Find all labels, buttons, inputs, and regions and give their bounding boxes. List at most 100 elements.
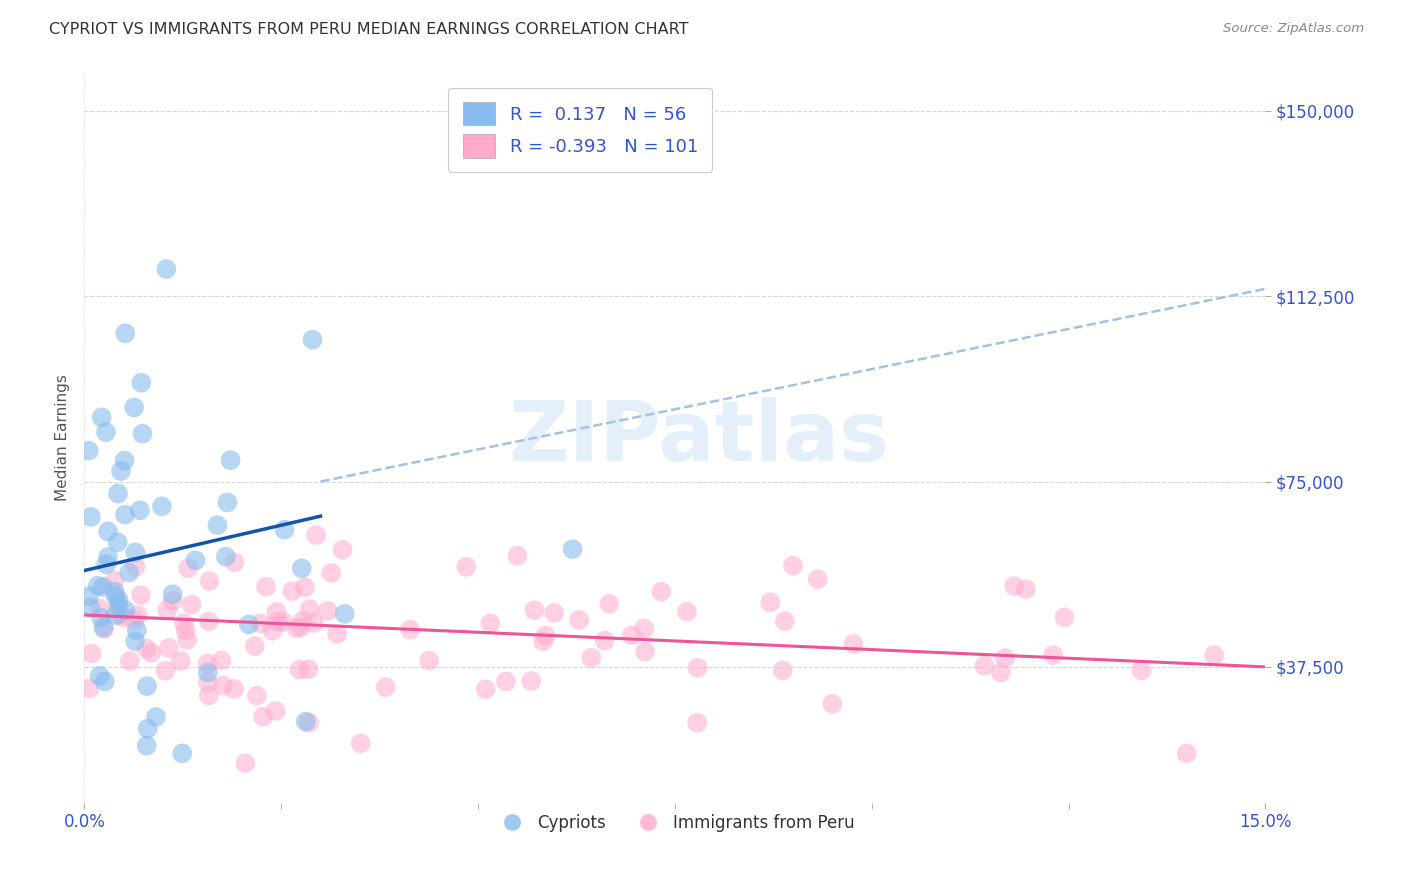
Point: [474, 682, 496, 697]
Point: [91, 580, 114, 594]
Point: [90, 610, 112, 624]
Point: [1015, 582, 1038, 596]
Point: [93, 621, 115, 635]
Point: [291, 561, 314, 575]
Point: [198, 689, 221, 703]
Point: [174, 624, 197, 638]
Point: [782, 558, 804, 573]
Point: [568, 613, 591, 627]
Point: [1130, 664, 1153, 678]
Point: [156, 603, 179, 617]
Point: [89, 669, 111, 683]
Point: [321, 566, 343, 580]
Point: [197, 665, 219, 680]
Point: [197, 657, 219, 671]
Point: [246, 689, 269, 703]
Point: [399, 623, 422, 637]
Point: [326, 627, 349, 641]
Point: [305, 528, 328, 542]
Point: [107, 535, 129, 549]
Point: [332, 542, 354, 557]
Point: [350, 736, 373, 750]
Point: [581, 651, 603, 665]
Point: [1053, 610, 1076, 624]
Point: [593, 633, 616, 648]
Point: [212, 679, 235, 693]
Point: [197, 675, 219, 690]
Point: [1042, 648, 1064, 662]
Point: [994, 651, 1017, 665]
Point: [155, 262, 177, 277]
Point: [80, 647, 103, 661]
Text: CYPRIOT VS IMMIGRANTS FROM PERU MEDIAN EARNINGS CORRELATION CHART: CYPRIOT VS IMMIGRANTS FROM PERU MEDIAN E…: [49, 22, 689, 37]
Point: [107, 593, 129, 607]
Point: [173, 615, 195, 630]
Point: [162, 587, 184, 601]
Point: [479, 616, 502, 631]
Point: [104, 608, 127, 623]
Point: [301, 333, 323, 347]
Point: [93, 622, 115, 636]
Point: [298, 715, 321, 730]
Point: [534, 629, 557, 643]
Point: [150, 500, 173, 514]
Point: [531, 634, 554, 648]
Point: [842, 637, 865, 651]
Point: [107, 486, 129, 500]
Point: [80, 510, 103, 524]
Point: [294, 580, 316, 594]
Point: [821, 697, 844, 711]
Text: Source: ZipAtlas.com: Source: ZipAtlas.com: [1223, 22, 1364, 36]
Point: [807, 572, 830, 586]
Point: [273, 523, 295, 537]
Point: [114, 508, 136, 522]
Point: [129, 376, 152, 390]
Legend: Cypriots, Immigrants from Peru: Cypriots, Immigrants from Peru: [489, 807, 860, 838]
Point: [281, 584, 304, 599]
Point: [114, 326, 136, 341]
Point: [145, 710, 167, 724]
Point: [561, 542, 583, 557]
Point: [103, 584, 125, 599]
Point: [162, 594, 184, 608]
Point: [1175, 747, 1198, 761]
Point: [456, 559, 478, 574]
Point: [238, 617, 260, 632]
Point: [207, 518, 229, 533]
Point: [235, 756, 257, 771]
Point: [686, 661, 709, 675]
Point: [114, 453, 136, 467]
Point: [650, 584, 672, 599]
Point: [598, 597, 620, 611]
Point: [104, 589, 127, 603]
Point: [243, 639, 266, 653]
Point: [122, 401, 145, 415]
Point: [118, 566, 141, 580]
Point: [79, 681, 101, 696]
Point: [633, 622, 655, 636]
Point: [125, 624, 148, 638]
Y-axis label: Median Earnings: Median Earnings: [55, 374, 70, 500]
Point: [1002, 579, 1025, 593]
Point: [107, 599, 129, 614]
Point: [990, 665, 1012, 680]
Point: [266, 615, 288, 629]
Point: [136, 722, 159, 736]
Point: [108, 607, 131, 622]
Point: [124, 545, 146, 559]
Point: [77, 443, 100, 458]
Point: [93, 674, 115, 689]
Point: [131, 426, 153, 441]
Point: [374, 680, 396, 694]
Point: [79, 600, 101, 615]
Point: [170, 654, 193, 668]
Point: [686, 715, 709, 730]
Point: [520, 673, 543, 688]
Point: [127, 608, 149, 623]
Point: [224, 681, 246, 696]
Point: [211, 653, 233, 667]
Point: [252, 709, 274, 723]
Point: [128, 503, 150, 517]
Point: [224, 555, 246, 569]
Point: [288, 663, 311, 677]
